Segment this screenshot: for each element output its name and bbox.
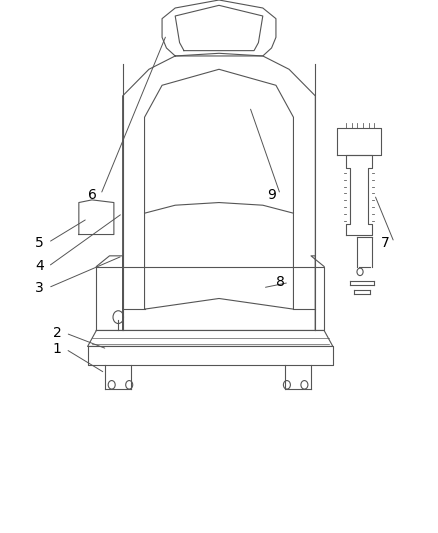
Text: 3: 3	[35, 281, 44, 295]
Text: 6: 6	[88, 188, 96, 201]
Text: 8: 8	[276, 276, 285, 289]
Text: 9: 9	[267, 188, 276, 201]
Text: 2: 2	[53, 326, 61, 340]
Text: 5: 5	[35, 236, 44, 249]
Text: 1: 1	[53, 342, 61, 356]
Text: 4: 4	[35, 260, 44, 273]
Text: 7: 7	[381, 236, 390, 249]
